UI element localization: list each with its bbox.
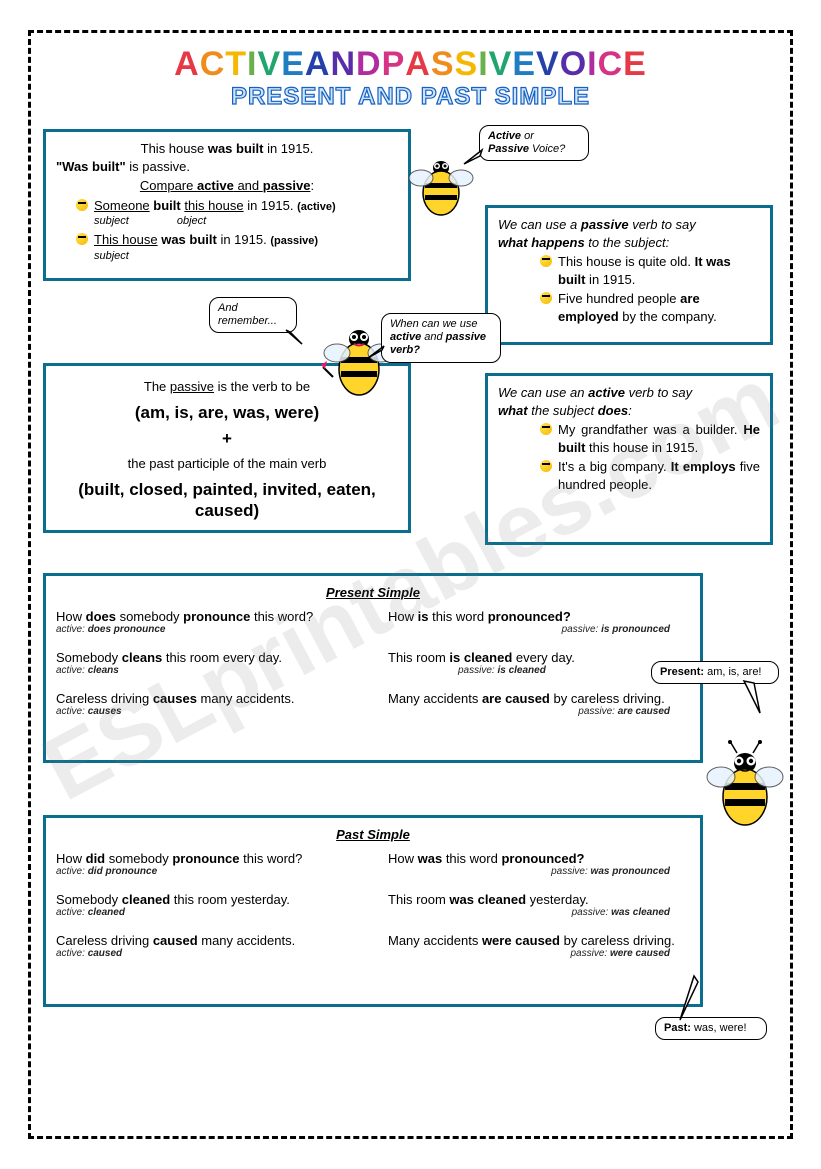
bee-bullet-icon [540, 423, 552, 435]
text: by the company. [619, 309, 717, 324]
speech-bubble: Active or Passive Voice? [479, 125, 589, 161]
bee-bullet-icon [76, 199, 88, 211]
worksheet-page: ESLprintables.com ACTIVE AND PASSIVE VOI… [28, 30, 793, 1139]
text: the past participle of the main verb [56, 455, 398, 473]
text: am, is, are! [704, 666, 761, 678]
text: Someone [94, 198, 150, 213]
text: This house [94, 232, 158, 247]
text: : [628, 403, 632, 418]
text: in 1915. [585, 272, 635, 287]
text: what [498, 403, 528, 418]
text: object [177, 214, 206, 229]
text: the subject [528, 403, 598, 418]
text: This house is quite old. [558, 254, 691, 269]
text: This house [141, 141, 208, 156]
text: was built [158, 232, 217, 247]
text: Present: [660, 666, 704, 678]
box-intro: This house was built in 1915. "Was built… [43, 129, 411, 281]
text: to the subject: [585, 235, 670, 250]
bee-icon [703, 733, 789, 843]
text: We can use a [498, 217, 581, 232]
text: in 1915. [217, 232, 271, 247]
bee-bullet-icon [540, 255, 552, 267]
speech-bubble: Past: was, were! [655, 1017, 767, 1040]
text: And remember... [218, 302, 277, 327]
text: (active) [297, 201, 336, 213]
text: this house [184, 198, 243, 213]
text: Past: [664, 1022, 691, 1034]
text: subject [94, 214, 129, 229]
text: verb to say [625, 385, 692, 400]
box-passive-use: We can use a passive verb to say what ha… [485, 205, 773, 345]
text: We can use an [498, 385, 588, 400]
subtitle: PRESENT AND PAST SIMPLE [43, 83, 778, 111]
text: was, were! [691, 1022, 747, 1034]
text: Active [488, 130, 521, 142]
text: active [390, 331, 421, 343]
text: and [421, 331, 445, 343]
text: It's a big company. [558, 459, 671, 474]
text: Passive [488, 143, 529, 155]
text: My grandfather was a builder. [558, 422, 743, 437]
text: passive [446, 331, 486, 343]
text: is passive. [126, 159, 190, 174]
text: is the verb to be [214, 379, 310, 394]
text: Five hundred people [558, 291, 680, 306]
text: active [588, 385, 625, 400]
box-active-use: We can use an active verb to say what th… [485, 373, 773, 545]
text: what happens [498, 235, 585, 250]
text: (passive) [270, 235, 318, 247]
speech-bubble: Present: am, is, are! [651, 661, 779, 684]
text: or [521, 130, 534, 142]
text: does [598, 403, 628, 418]
text: in 1915. [263, 141, 313, 156]
text: : [310, 178, 314, 193]
text: was built [208, 141, 264, 156]
text: + [56, 428, 398, 451]
text: passive [263, 178, 311, 193]
text: Voice? [529, 143, 565, 155]
text: It employs [671, 459, 736, 474]
heading: Present Simple [56, 584, 690, 602]
speech-bubble: And remember... [209, 297, 297, 333]
text: (built, closed, painted, invited, eaten,… [56, 479, 398, 522]
text: passive [170, 379, 214, 394]
heading: Past Simple [56, 826, 690, 844]
main-title: ACTIVE AND PASSIVE VOICE [43, 47, 778, 81]
bee-bullet-icon [540, 292, 552, 304]
text: verb? [390, 344, 420, 356]
text: this house in 1915. [585, 440, 698, 455]
text: The [144, 379, 170, 394]
text: When can we use [390, 318, 477, 330]
text: passive [581, 217, 629, 232]
text: active [197, 178, 234, 193]
box-past: Past Simple How did somebody pronounce t… [43, 815, 703, 1007]
text: How [56, 609, 86, 624]
text: "Was built" [56, 159, 126, 174]
text: verb to say [629, 217, 696, 232]
box-present: Present Simple How does somebody pronoun… [43, 573, 703, 763]
text: built [150, 198, 185, 213]
bee-bullet-icon [76, 233, 88, 245]
text: Compare [140, 178, 197, 193]
text: in 1915. [244, 198, 298, 213]
speech-bubble: When can we use active and passive verb? [381, 313, 501, 363]
text: subject [94, 250, 129, 262]
text: and [234, 178, 263, 193]
bee-bullet-icon [540, 460, 552, 472]
